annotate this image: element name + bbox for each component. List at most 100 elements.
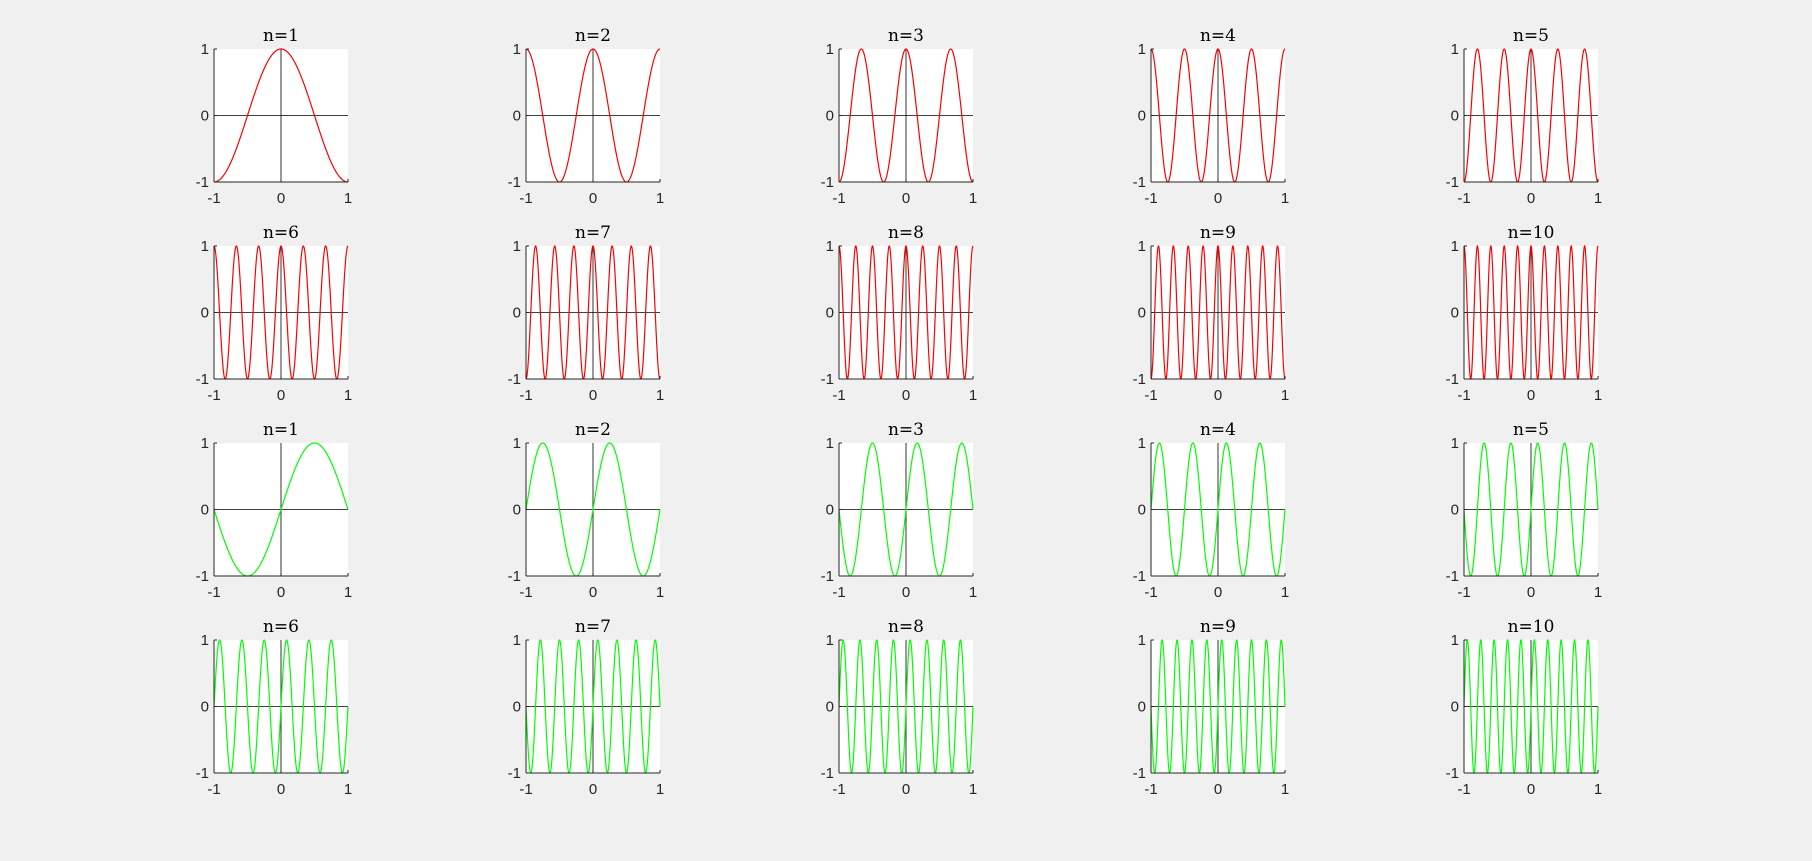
series-line (838, 245, 974, 380)
subplot-4-4: -1 0 1 -1 0 1 n=9 (1133, 617, 1290, 798)
y-tick-label: 0 (826, 502, 834, 519)
y-tick-label: -1 (1133, 371, 1146, 388)
series-line (1463, 244, 1599, 381)
x-tick-label: 0 (277, 781, 285, 798)
y-tick-label: -1 (1133, 174, 1146, 191)
subplot-title: n=2 (575, 420, 611, 440)
subplot-title: n=9 (1200, 223, 1236, 243)
subplot-title: n=9 (1200, 617, 1236, 637)
x-tick-label: 0 (277, 190, 285, 207)
series-line (838, 442, 974, 577)
y-tick-label: 0 (1451, 108, 1459, 125)
y-tick-label: -1 (196, 174, 209, 191)
y-tick-label: -1 (821, 568, 834, 585)
subplot-3-4: -1 0 1 -1 0 1 n=4 (1133, 420, 1290, 601)
y-tick-label: -1 (196, 765, 209, 782)
subplot-title: n=10 (1508, 223, 1555, 243)
x-tick-label: -1 (1457, 387, 1470, 404)
y-tick-label: 1 (826, 632, 834, 649)
series-line (838, 48, 974, 183)
x-tick-label: -1 (832, 584, 845, 601)
x-tick-label: 1 (656, 584, 664, 601)
y-tick-label: 1 (1138, 41, 1146, 58)
series-line (1150, 638, 1286, 775)
subplot-2-5: -1 0 1 -1 0 1 n=10 (1446, 223, 1603, 404)
x-tick-label: 1 (1281, 781, 1289, 798)
y-tick-label: 0 (1138, 108, 1146, 125)
series-line (525, 639, 661, 774)
x-tick-label: 0 (589, 584, 597, 601)
y-tick-label: 0 (826, 108, 834, 125)
subplot-3-5: -1 0 1 -1 0 1 n=5 (1446, 420, 1603, 601)
y-tick-label: 1 (1138, 238, 1146, 255)
x-tick-label: 0 (1527, 190, 1535, 207)
x-tick-label: -1 (519, 190, 532, 207)
x-tick-label: 0 (902, 387, 910, 404)
x-tick-label: 1 (344, 387, 352, 404)
series-line (525, 442, 661, 577)
x-tick-label: 0 (277, 387, 285, 404)
subplot-title: n=5 (1513, 26, 1549, 46)
y-tick-label: -1 (821, 174, 834, 191)
series-line (1463, 442, 1599, 577)
y-tick-label: -1 (1446, 174, 1459, 191)
x-tick-label: 1 (344, 190, 352, 207)
y-tick-label: -1 (508, 765, 521, 782)
subplot-title: n=7 (575, 617, 611, 637)
x-tick-label: 0 (1527, 781, 1535, 798)
y-tick-label: 0 (1138, 699, 1146, 716)
y-tick-label: 1 (513, 238, 521, 255)
y-tick-label: 1 (201, 238, 209, 255)
subplot-2-2: -1 0 1 -1 0 1 n=7 (508, 223, 665, 404)
subplot-1-3: -1 0 1 -1 0 1 n=3 (821, 26, 978, 207)
y-tick-label: 0 (201, 305, 209, 322)
x-tick-label: -1 (519, 584, 532, 601)
subplot-4-3: -1 0 1 -1 0 1 n=8 (821, 617, 978, 798)
x-tick-label: -1 (1144, 387, 1157, 404)
y-tick-label: -1 (1446, 765, 1459, 782)
y-tick-label: 0 (513, 699, 521, 716)
y-tick-label: 0 (826, 699, 834, 716)
y-tick-label: -1 (821, 765, 834, 782)
y-tick-label: 0 (1451, 502, 1459, 519)
subplot-2-4: -1 0 1 -1 0 1 n=9 (1133, 223, 1290, 404)
y-tick-label: 1 (513, 435, 521, 452)
y-tick-label: 0 (513, 108, 521, 125)
y-tick-label: 1 (1451, 435, 1459, 452)
y-tick-label: -1 (508, 371, 521, 388)
series-line (214, 48, 348, 183)
x-tick-label: 1 (656, 190, 664, 207)
x-tick-label: 0 (1214, 781, 1222, 798)
x-tick-label: -1 (207, 584, 220, 601)
y-tick-label: -1 (196, 371, 209, 388)
y-tick-label: -1 (1133, 765, 1146, 782)
subplot-4-2: -1 0 1 -1 0 1 n=7 (508, 617, 665, 798)
x-tick-label: 1 (969, 387, 977, 404)
x-tick-label: 1 (1594, 387, 1602, 404)
y-tick-label: 0 (1138, 502, 1146, 519)
y-tick-label: 0 (826, 305, 834, 322)
x-tick-label: -1 (207, 190, 220, 207)
x-tick-label: 1 (656, 781, 664, 798)
x-tick-label: 0 (589, 190, 597, 207)
x-tick-label: 0 (1214, 584, 1222, 601)
y-tick-label: 0 (201, 699, 209, 716)
x-tick-label: 0 (1214, 190, 1222, 207)
x-tick-label: 0 (1527, 387, 1535, 404)
subplot-1-4: -1 0 1 -1 0 1 n=4 (1133, 26, 1290, 207)
y-tick-label: 1 (513, 41, 521, 58)
series-line (213, 639, 349, 774)
y-tick-label: 0 (1451, 699, 1459, 716)
x-tick-label: 0 (1527, 584, 1535, 601)
subplot-1-1: -1 0 1 -1 0 1 n=1 (196, 26, 353, 207)
x-tick-label: -1 (1457, 584, 1470, 601)
x-tick-label: -1 (1144, 190, 1157, 207)
series-line (838, 639, 974, 774)
x-tick-label: 1 (1594, 584, 1602, 601)
subplot-2-3: -1 0 1 -1 0 1 n=8 (821, 223, 978, 404)
x-tick-label: -1 (832, 190, 845, 207)
y-tick-label: -1 (1446, 568, 1459, 585)
y-tick-label: 0 (513, 305, 521, 322)
series-line (213, 245, 349, 380)
subplot-4-1: -1 0 1 -1 0 1 n=6 (196, 617, 353, 798)
